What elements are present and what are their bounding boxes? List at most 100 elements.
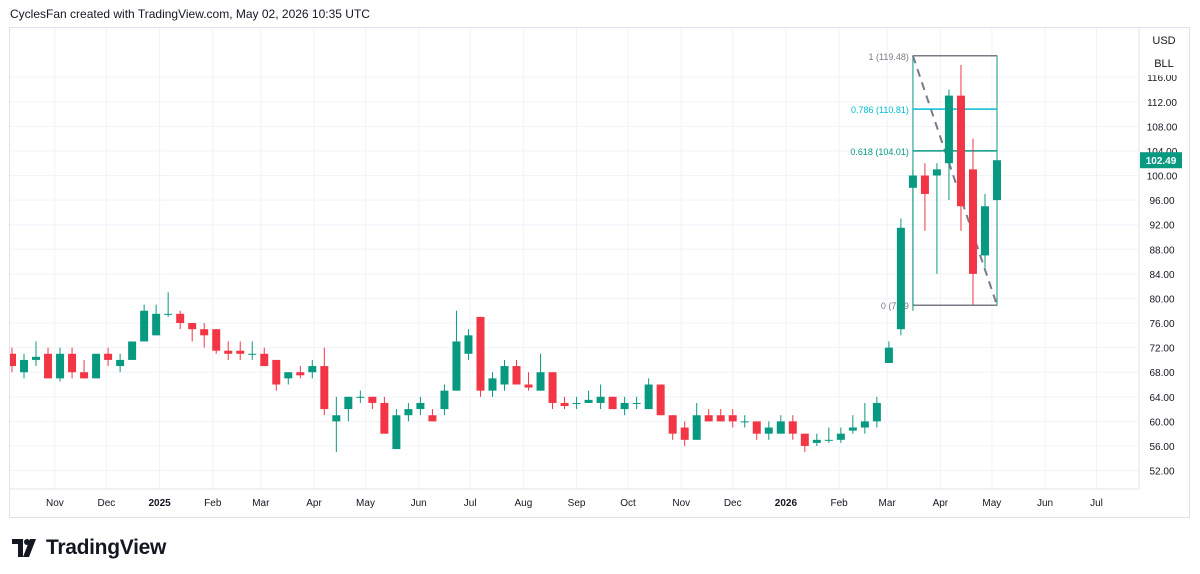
candle-up <box>308 359 317 379</box>
candle-body <box>800 433 809 446</box>
candle-up <box>356 390 365 403</box>
candle-body <box>764 427 773 434</box>
candle-body <box>620 402 629 410</box>
time-tick-label: Feb <box>831 498 849 509</box>
candle-down <box>548 372 557 410</box>
candle-down <box>920 163 929 231</box>
time-tick-label: Jul <box>464 498 477 509</box>
price-tick-label: 96.00 <box>1149 196 1174 207</box>
time-tick-label: Nov <box>672 498 690 509</box>
candle-body <box>248 353 257 355</box>
candle-up <box>896 218 905 336</box>
candle-body <box>44 353 53 379</box>
candles[interactable] <box>10 64 1002 453</box>
candle-body <box>272 359 281 385</box>
candle-body <box>608 396 617 410</box>
candle-down <box>260 347 269 367</box>
candle-body <box>164 313 173 315</box>
candle-body <box>404 409 413 416</box>
price-tick-label: 112.00 <box>1147 98 1177 109</box>
candle-body <box>140 310 149 342</box>
candle-body <box>368 396 377 403</box>
candle-up <box>644 378 653 410</box>
candlestick-chart[interactable]: 1 (119.48) 0.786 (110.81) 0.618 (104.01) 0 … <box>10 28 1191 519</box>
candle-down <box>224 341 233 360</box>
fib-trend-line <box>911 55 998 306</box>
candle-body <box>152 313 161 336</box>
candle-down <box>428 409 437 422</box>
time-tick-label: Oct <box>620 498 636 509</box>
time-tick-label: Mar <box>879 498 897 509</box>
candle-body <box>176 313 185 324</box>
candle-down <box>716 409 725 422</box>
candle-body <box>908 175 917 188</box>
candle-up <box>584 390 593 403</box>
candle-up <box>416 396 425 416</box>
candle-body <box>452 341 461 391</box>
candle-body <box>344 396 353 410</box>
fibonacci-retracement[interactable]: 1 (119.48) 0.786 (110.81) 0.618 (104.01) 0 … <box>850 52 998 311</box>
candle-down <box>68 347 77 379</box>
time-tick-label: May <box>982 498 1001 509</box>
fib-level-label: 0.618 (104.01) <box>850 147 909 157</box>
price-tick-label: 84.00 <box>1149 270 1174 281</box>
candle-up <box>596 384 605 410</box>
candle-body <box>993 160 1002 201</box>
chart-frame[interactable]: 1 (119.48) 0.786 (110.81) 0.618 (104.01) 0 … <box>9 27 1190 518</box>
candle-body <box>500 366 509 385</box>
price-axis[interactable]: 52.00 56.00 60.00 64.00 68.00 72.00 76.00 80.00… <box>1138 28 1182 489</box>
time-tick-label: Nov <box>46 498 64 509</box>
candle-up <box>692 402 701 440</box>
candle-body <box>116 359 125 367</box>
candle-up <box>164 292 173 317</box>
candle-body <box>884 347 893 363</box>
candle-up <box>344 396 353 422</box>
candle-body <box>680 427 689 440</box>
candle-body <box>10 353 16 367</box>
candle-up <box>944 89 953 201</box>
fib-level-label: 0 (78.9 <box>881 301 909 311</box>
candle-up <box>632 396 641 410</box>
candle-body <box>212 329 221 351</box>
candle-body <box>932 169 941 176</box>
price-tick-label: 88.00 <box>1149 245 1174 256</box>
candle-body <box>332 415 341 422</box>
time-tick-label: 2026 <box>775 498 798 509</box>
candle-down <box>728 409 737 428</box>
candle-body <box>356 396 365 398</box>
candle-body <box>224 350 233 354</box>
candle-up <box>152 304 161 336</box>
candle-up <box>536 353 545 391</box>
candle-body <box>536 372 545 391</box>
candle-down <box>656 384 665 416</box>
candle-down <box>476 316 485 397</box>
candle-down <box>272 359 281 391</box>
candle-up <box>464 329 473 360</box>
unit-label[interactable]: BLL <box>1145 53 1183 75</box>
candle-body <box>812 439 821 443</box>
candle-up <box>248 341 257 360</box>
candle-body <box>968 169 977 274</box>
time-tick-label: Jun <box>411 498 427 509</box>
currency-label[interactable]: USD <box>1145 30 1183 52</box>
candle-up <box>488 372 497 397</box>
candle-body <box>392 415 401 450</box>
candle-body <box>728 415 737 422</box>
candle-body <box>464 335 473 354</box>
candle-body <box>596 396 605 403</box>
time-axis[interactable]: Nov Dec 2025 Feb Mar Apr May Jun Jul Aug Sep Oct Nov… <box>10 488 1138 509</box>
candle-body <box>740 421 749 423</box>
fib-level-label: 0.786 (110.81) <box>851 105 909 115</box>
candle-body <box>68 353 77 373</box>
time-tick-label: Dec <box>97 498 115 509</box>
candle-down <box>752 421 761 440</box>
candle-body <box>656 384 665 416</box>
candle-up <box>140 304 149 342</box>
candle-up <box>824 427 833 443</box>
candle-body <box>788 421 797 434</box>
candle-body <box>776 421 785 434</box>
time-tick-label: Sep <box>568 498 586 509</box>
time-tick-label: May <box>356 498 375 509</box>
candle-up <box>404 402 413 422</box>
time-tick-label: Jul <box>1090 498 1103 509</box>
